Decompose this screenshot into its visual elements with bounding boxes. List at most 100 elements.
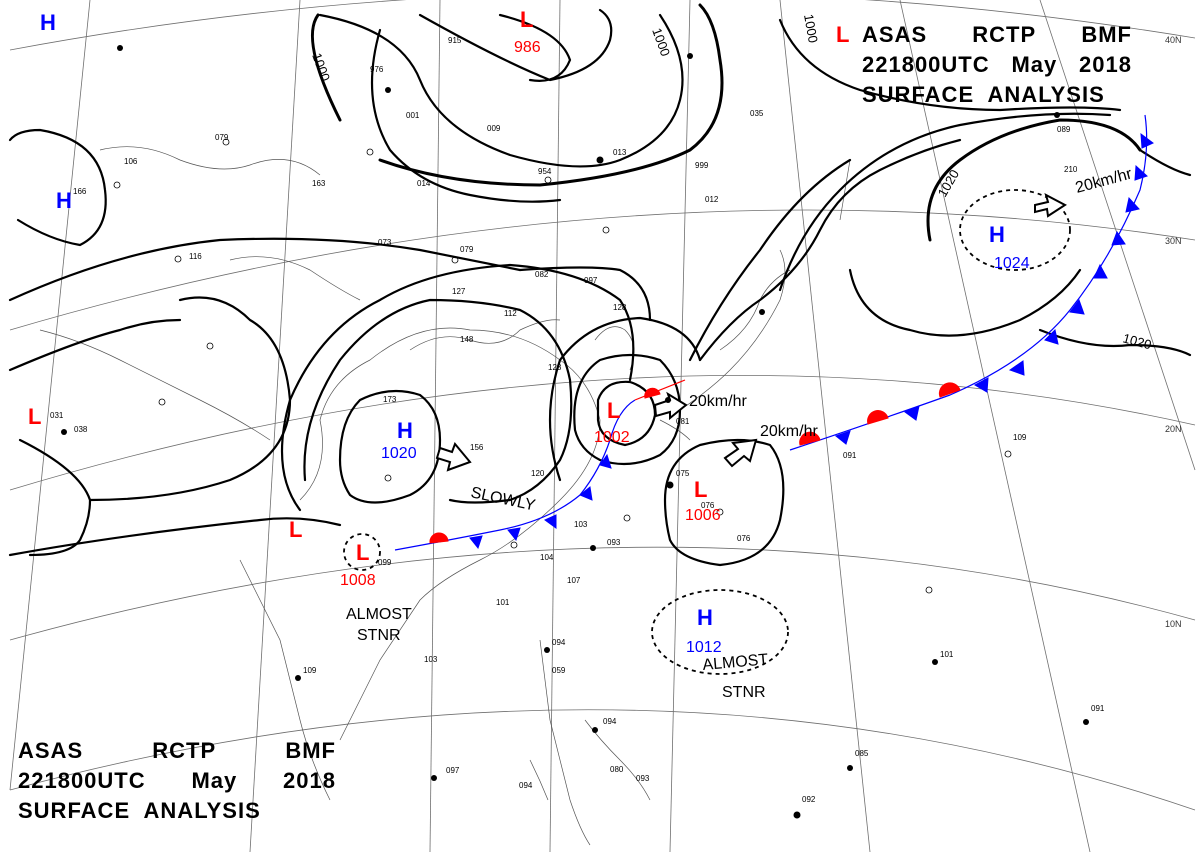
station-obs: 038: [74, 425, 88, 434]
lat-label: 30N: [1165, 236, 1182, 246]
station-obs: 148: [460, 335, 474, 344]
station-obs: 163: [312, 179, 326, 188]
station-obs: 107: [567, 576, 581, 585]
low-center-value: 986: [514, 39, 541, 56]
station-obs: 079: [215, 133, 229, 142]
station-obs: 210: [1064, 165, 1078, 174]
station-obs: 915: [448, 36, 462, 45]
low-center-symbol: L: [289, 517, 302, 542]
station-obs: 014: [417, 179, 431, 188]
station-obs: 999: [695, 161, 709, 170]
title-row: ASAS RCTP BMF: [862, 20, 1132, 50]
station-obs: 009: [487, 124, 501, 133]
title-agency: ASAS: [862, 22, 928, 47]
station-obs: 073: [378, 238, 392, 247]
low-center-symbol: L: [28, 404, 41, 429]
map-title-top: ASAS RCTP BMF 221800UTC May 2018 SURFACE…: [862, 20, 1132, 110]
station-obs: 116: [189, 252, 202, 261]
motion-label: STNR: [722, 684, 766, 701]
title-row: 221800UTC May 2018: [862, 50, 1132, 80]
station-obs: 109: [1013, 433, 1027, 442]
graticule: [9, 0, 1196, 852]
title-station: RCTP: [152, 738, 217, 763]
station-obs: 035: [750, 109, 764, 118]
station-obs: 001: [406, 111, 420, 120]
station-obs: 091: [1091, 704, 1105, 713]
station-obs: 012: [705, 195, 719, 204]
station-obs: 112: [504, 309, 517, 318]
high-center-symbol: H: [697, 605, 713, 630]
title-row: 221800UTC May 2018: [18, 766, 336, 796]
motion-arrows: [435, 193, 1067, 472]
station-obs: 079: [460, 245, 474, 254]
station-obs: 082: [535, 270, 549, 279]
title-station: RCTP: [972, 22, 1037, 47]
isobars: [8, 3, 1192, 567]
title-year: 2018: [1079, 52, 1132, 77]
motion-label: 20km/hr: [689, 393, 747, 410]
isobar-label: 1020: [1121, 330, 1153, 352]
station-obs: 080: [610, 765, 624, 774]
title-time: 221800UTC: [862, 52, 990, 77]
high-center-symbol: H: [56, 188, 72, 213]
station-obs: 103: [574, 520, 588, 529]
high-center-symbol: H: [989, 222, 1005, 247]
station-obs: 099: [378, 558, 392, 567]
station-obs: 075: [676, 469, 690, 478]
station-obs: 094: [552, 638, 566, 647]
station-obs: 954: [538, 167, 552, 176]
low-center-value: 1006: [685, 507, 721, 524]
station-obs: 093: [636, 774, 650, 783]
station-obs: 085: [855, 749, 869, 758]
latitude-labels: 40N 30N 20N 10N: [1165, 35, 1182, 629]
motion-label: ALMOST: [702, 651, 769, 674]
station-circles: [113, 138, 1012, 594]
title-subtitle: SURFACE ANALYSIS: [862, 82, 1105, 107]
high-center-value: 1020: [381, 445, 417, 462]
station-obs: 101: [940, 650, 954, 659]
title-time: 221800UTC: [18, 768, 146, 793]
station-obs: 120: [531, 469, 545, 478]
station-obs: 059: [552, 666, 566, 675]
title-month: May: [1011, 52, 1058, 77]
station-obs: 109: [303, 666, 317, 675]
motion-label: 20km/hr: [760, 423, 818, 440]
station-obs: 101: [496, 598, 510, 607]
title-code: BMF: [285, 738, 336, 763]
station-obs: 103: [424, 655, 438, 664]
station-obs: 093: [607, 538, 621, 547]
station-obs: 156: [470, 443, 484, 452]
station-obs: 123: [548, 363, 562, 372]
dashed-systems: [343, 189, 1071, 675]
station-numbers: 976 915 001 009 013 954 014 163 079 106 …: [50, 36, 1105, 804]
pressure-centers: L 986 H 1020 L 1002 L 1006 L 1008 H 1012…: [28, 7, 1030, 656]
station-obs: 031: [50, 411, 64, 420]
station-obs: 097: [584, 276, 598, 285]
station-obs: 013: [613, 148, 627, 157]
isobar-label: 1000: [801, 13, 821, 44]
station-obs: 081: [676, 417, 690, 426]
motion-label: ALMOST: [346, 606, 412, 623]
lat-label: 20N: [1165, 424, 1182, 434]
title-agency: ASAS: [18, 738, 84, 763]
station-obs: 127: [452, 287, 466, 296]
station-obs: 173: [383, 395, 397, 404]
station-obs: 106: [124, 157, 138, 166]
station-obs: 094: [519, 781, 533, 790]
fronts: [394, 114, 1154, 551]
title-subtitle: SURFACE ANALYSIS: [18, 798, 261, 823]
title-row: ASAS RCTP BMF: [18, 736, 336, 766]
station-obs: 089: [1057, 125, 1071, 134]
station-obs: 976: [370, 65, 384, 74]
station-obs: 128: [613, 303, 627, 312]
low-center-symbol: L: [356, 540, 369, 565]
title-year: 2018: [283, 768, 336, 793]
low-center-symbol: L: [607, 398, 620, 423]
lat-label: 10N: [1165, 619, 1182, 629]
station-obs: 091: [843, 451, 857, 460]
motion-label: STNR: [357, 627, 401, 644]
station-plots: [61, 45, 1089, 819]
title-month: May: [191, 768, 238, 793]
low-center-symbol: L: [694, 477, 707, 502]
